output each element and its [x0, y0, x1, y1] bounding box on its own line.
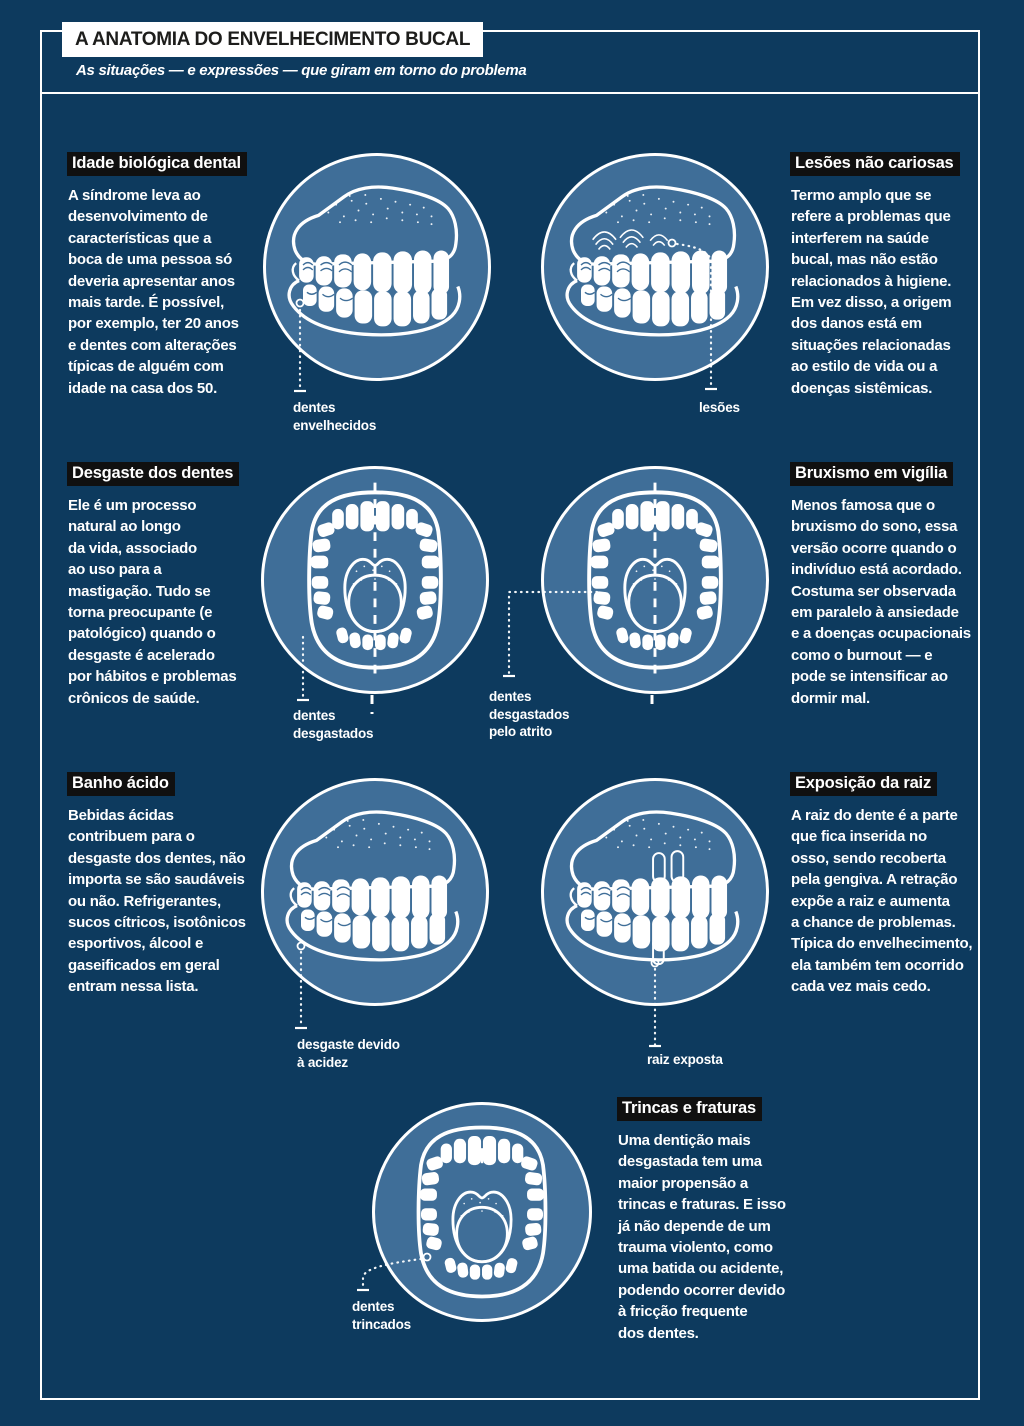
- callout-lesoes: lesões: [699, 400, 740, 415]
- section-lesoes-nao-cariosas: Lesões não cariosas Termo amplo que se r…: [790, 152, 985, 399]
- section-body: Bebidas ácidas contribuem para o desgast…: [68, 807, 246, 996]
- section-body: Menos famosa que o bruxismo do sono, ess…: [791, 497, 971, 707]
- callout-dentes-envelhecidos: dentes envelhecidos: [293, 400, 377, 433]
- section-body: Ele é um processo natural ao longo da vi…: [68, 497, 237, 707]
- header-divider: [40, 92, 980, 94]
- section-body: Uma dentição mais desgastada tem uma mai…: [618, 1132, 786, 1342]
- section-body: Termo amplo que se refere a problemas qu…: [791, 187, 952, 397]
- section-title: Desgaste dos dentes: [67, 462, 240, 486]
- section-title: Bruxismo em vigília: [790, 462, 954, 486]
- section-body: A síndrome leva ao desenvolvimento de ca…: [68, 187, 239, 397]
- section-exposicao-da-raiz: Exposição da raiz A raiz do dente é a pa…: [790, 772, 985, 998]
- section-trincas-e-fraturas: Trincas e fraturas Uma dentição mais des…: [617, 1097, 822, 1344]
- page-subtitle: As situações — e expressões — que giram …: [76, 62, 527, 79]
- callout-dentes-desgastados-pelo-atrito: dentes desgastados pelo atrito: [489, 689, 570, 739]
- non-carious-lesions-illustration: [541, 153, 769, 381]
- exposed-root-illustration: [541, 778, 769, 1006]
- section-title: Idade biológica dental: [67, 152, 247, 176]
- aged-teeth-illustration: [263, 153, 491, 381]
- section-title: Trincas e fraturas: [617, 1097, 762, 1121]
- page-title: A ANATOMIA DO ENVELHECIMENTO BUCAL: [75, 28, 471, 50]
- section-desgaste-dos-dentes: Desgaste dos dentes Ele é um processo na…: [67, 462, 272, 709]
- section-body: A raiz do dente é a parte que fica inser…: [791, 807, 973, 996]
- section-title: Lesões não cariosas: [790, 152, 960, 176]
- title-box: A ANATOMIA DO ENVELHECIMENTO BUCAL: [62, 22, 484, 57]
- section-title: Banho ácido: [67, 772, 175, 796]
- attrition-teeth-illustration: [541, 466, 769, 694]
- callout-raiz-exposta: raiz exposta: [647, 1052, 723, 1067]
- frame-border: [40, 30, 980, 1400]
- section-banho-acido: Banho ácido Bebidas ácidas contribuem pa…: [67, 772, 272, 998]
- section-title: Exposição da raiz: [790, 772, 937, 796]
- callout-desgaste-devido-a-acidez: desgaste devido à acidez: [297, 1037, 400, 1070]
- callout-dentes-trincados: dentes trincados: [352, 1299, 411, 1332]
- section-bruxismo-em-vigilia: Bruxismo em vigília Menos famosa que o b…: [790, 462, 985, 709]
- acid-erosion-illustration: [261, 778, 489, 1006]
- callout-dentes-desgastados: dentes desgastados: [293, 708, 374, 741]
- worn-teeth-illustration: [261, 466, 489, 694]
- section-idade-biologica: Idade biológica dental A síndrome leva a…: [67, 152, 272, 399]
- cracked-teeth-illustration: [372, 1102, 592, 1322]
